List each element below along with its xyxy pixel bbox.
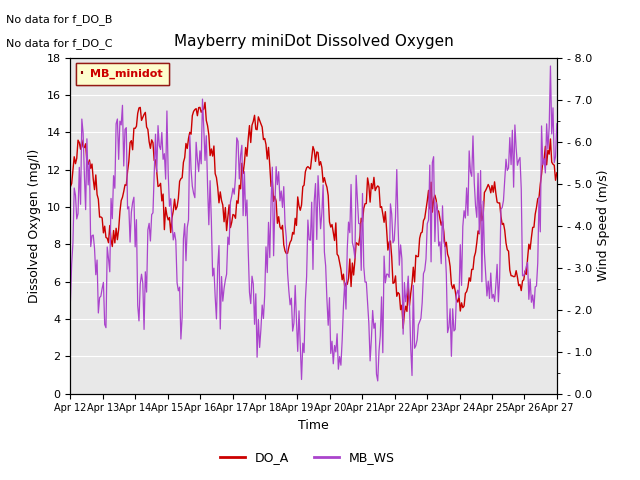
- X-axis label: Time: Time: [298, 419, 329, 432]
- Text: No data for f_DO_C: No data for f_DO_C: [6, 38, 113, 49]
- Y-axis label: Dissolved Oxygen (mg/l): Dissolved Oxygen (mg/l): [28, 148, 41, 303]
- Y-axis label: Wind Speed (m/s): Wind Speed (m/s): [597, 170, 611, 281]
- Title: Mayberry miniDot Dissolved Oxygen: Mayberry miniDot Dissolved Oxygen: [173, 35, 454, 49]
- Text: No data for f_DO_B: No data for f_DO_B: [6, 14, 113, 25]
- Legend: DO_A, MB_WS: DO_A, MB_WS: [214, 446, 400, 469]
- Legend: MB_minidot: MB_minidot: [76, 63, 168, 84]
